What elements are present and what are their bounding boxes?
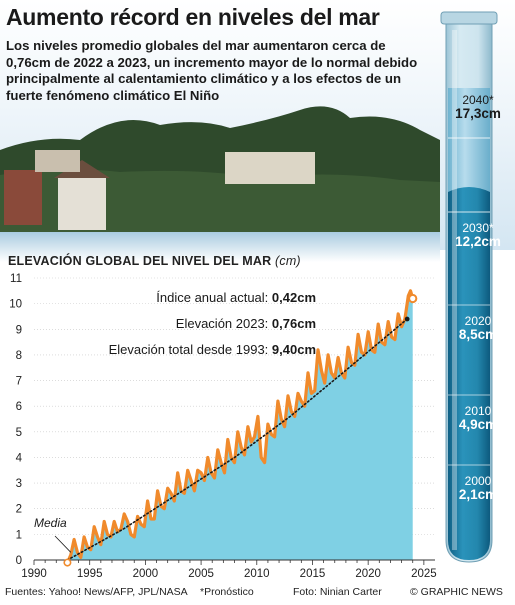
footer-sources: Fuentes: Yahoo! News/AFP, JPL/NASA	[5, 586, 188, 598]
measuring-tube	[440, 11, 498, 563]
area-fill	[67, 290, 413, 560]
tube-label-2030: 2030* 12,2cm	[450, 221, 506, 249]
tube-value: 17,3cm	[455, 106, 501, 121]
info-value: 0,42cm	[271, 290, 316, 305]
house	[58, 176, 106, 230]
y-tick-label: 9	[16, 324, 22, 336]
building-back	[35, 150, 80, 172]
tube-year: 2010	[464, 404, 492, 418]
y-tick-label: 3	[16, 478, 22, 490]
y-tick-label: 2	[16, 504, 22, 516]
footer-credit: © GRAPHIC NEWS	[410, 586, 503, 598]
chart-title-text: ELEVACIÓN GLOBAL DEL NIVEL DEL MAR	[8, 254, 272, 268]
series-end-point	[408, 293, 418, 304]
harbour-water	[0, 232, 440, 262]
page-subtitle: Los niveles promedio globales del mar au…	[6, 38, 418, 103]
y-tick-label: 8	[16, 350, 22, 362]
chart-lines	[65, 289, 415, 565]
x-tick-label: 2015	[300, 568, 326, 580]
info-value: 9,40cm	[271, 342, 316, 357]
y-tick-label: 1	[16, 529, 22, 541]
tube-value: 8,5cm	[458, 327, 498, 342]
chart-area	[67, 290, 413, 560]
y-tick-label: 7	[16, 376, 22, 388]
x-tick-label: 2025	[411, 568, 437, 580]
info-label: Elevación total desde 1993:	[108, 342, 272, 357]
series-start-point	[63, 558, 72, 567]
page-title: Aumento récord en niveles del mar	[6, 4, 380, 30]
media-label: Media	[34, 516, 67, 530]
info-total-rise: Elevación total desde 1993: 9,40cm	[109, 342, 316, 357]
x-tick-label: 2010	[244, 568, 270, 580]
y-tick-label: 5	[16, 427, 22, 439]
info-annual-rate: Índice anual actual: 0,42cm	[156, 290, 316, 305]
tube-value: 4,9cm	[458, 417, 498, 432]
info-label: Elevación 2023:	[175, 316, 272, 331]
footer-photo-credit: Foto: Ninian Carter	[293, 586, 382, 598]
y-tick-label: 4	[16, 452, 23, 464]
tube-year: 2040*	[462, 93, 494, 107]
y-tick-label: 11	[10, 273, 22, 285]
x-tick-label: 2020	[355, 568, 381, 580]
building	[4, 170, 42, 225]
chart-grid	[34, 277, 435, 561]
series-line-trend	[66, 318, 408, 561]
chart-unit: (cm)	[275, 254, 301, 268]
info-value: 0,76cm	[271, 316, 316, 331]
roof	[54, 160, 110, 178]
tube-label-2010: 2010 4,9cm	[450, 404, 506, 432]
series-line-observed	[65, 289, 415, 565]
trend-end-point	[404, 316, 410, 322]
tube-year: 2000	[464, 474, 492, 488]
x-tick-label: 2000	[133, 568, 159, 580]
tube-label-2040: 2040* 17,3cm	[450, 93, 506, 121]
x-tick-label: 2005	[188, 568, 214, 580]
info-rise-2023: Elevación 2023: 0,76cm	[176, 316, 316, 331]
y-axis: 0 1 2 3 4 5 6 7 8 9 10 11	[9, 273, 22, 567]
info-label: Índice anual actual:	[156, 290, 272, 305]
footer-note: *Pronóstico	[200, 586, 254, 598]
tube-year: 2020	[464, 314, 492, 328]
media-pointer	[54, 535, 72, 553]
mansion	[225, 152, 315, 184]
chart-markers	[54, 293, 418, 567]
x-tick-label: 1990	[21, 568, 47, 580]
tube-label-2000: 2000 2,1cm	[450, 474, 506, 502]
y-tick-label: 0	[16, 555, 22, 567]
trees-front	[0, 169, 440, 235]
tube-value: 2,1cm	[458, 487, 498, 502]
y-tick-label: 6	[16, 401, 22, 413]
x-tick-label: 1995	[77, 568, 103, 580]
tube-value: 12,2cm	[455, 234, 501, 249]
y-tick-label: 10	[9, 299, 22, 311]
x-axis: 1990 1995 2000 2005 2010 2015 2020 2025	[21, 559, 437, 580]
tube-year: 2030*	[462, 221, 494, 235]
chart-title: ELEVACIÓN GLOBAL DEL NIVEL DEL MAR (cm)	[8, 254, 301, 268]
tube-label-2020: 2020 8,5cm	[450, 314, 506, 342]
